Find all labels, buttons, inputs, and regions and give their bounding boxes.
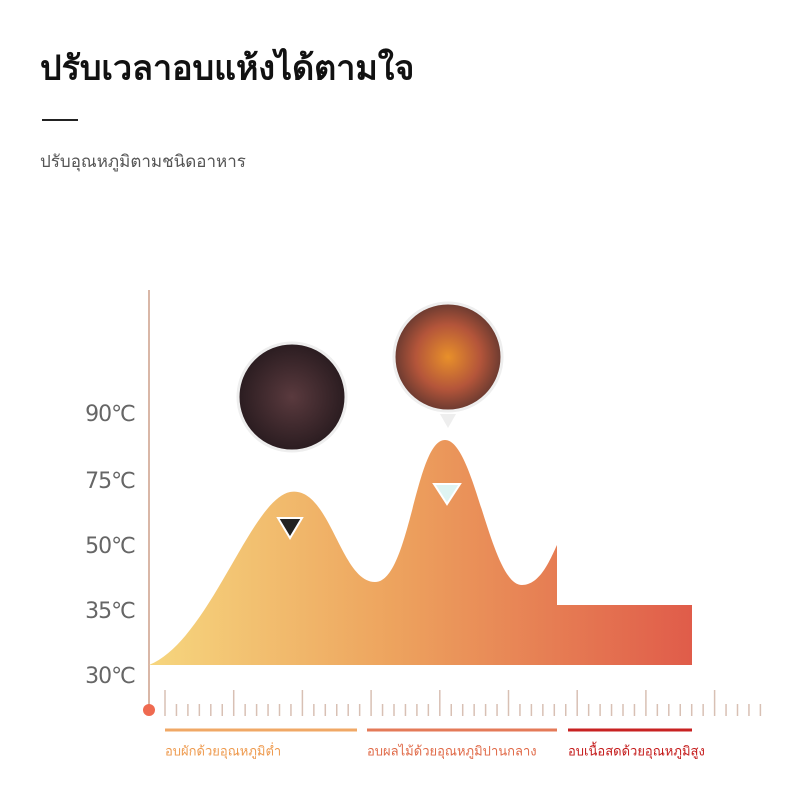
temp-label: 30℃	[85, 664, 135, 689]
marker	[276, 517, 304, 540]
temp-label: 90℃	[85, 402, 135, 427]
fruit-image	[392, 301, 504, 413]
axis-origin	[143, 704, 155, 716]
temp-label: 50℃	[85, 534, 135, 559]
segment-label: อบเนื้อสดด้วยอุณหภูมิสูง	[568, 742, 705, 760]
marker	[432, 483, 462, 506]
segment-label: อบผลไม้ด้วยอุณหภูมิปานกลาง	[367, 744, 537, 760]
pointer	[440, 414, 456, 428]
title: ปรับเวลาอบแห้งได้ตามใจ	[40, 48, 414, 89]
temperature-area	[149, 440, 692, 665]
subtitle: ปรับอุณหภูมิตามชนิดอาหาร	[40, 152, 246, 172]
vegetable-image	[236, 341, 348, 453]
temp-label: 35℃	[85, 599, 135, 624]
temp-label: 75℃	[85, 469, 135, 494]
tick-row	[164, 690, 762, 716]
segment-label: อบผักด้วยอุณหภูมิต่ำ	[165, 743, 281, 760]
